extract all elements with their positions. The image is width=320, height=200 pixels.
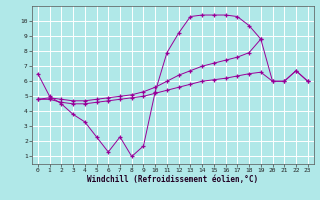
X-axis label: Windchill (Refroidissement éolien,°C): Windchill (Refroidissement éolien,°C) [87,175,258,184]
